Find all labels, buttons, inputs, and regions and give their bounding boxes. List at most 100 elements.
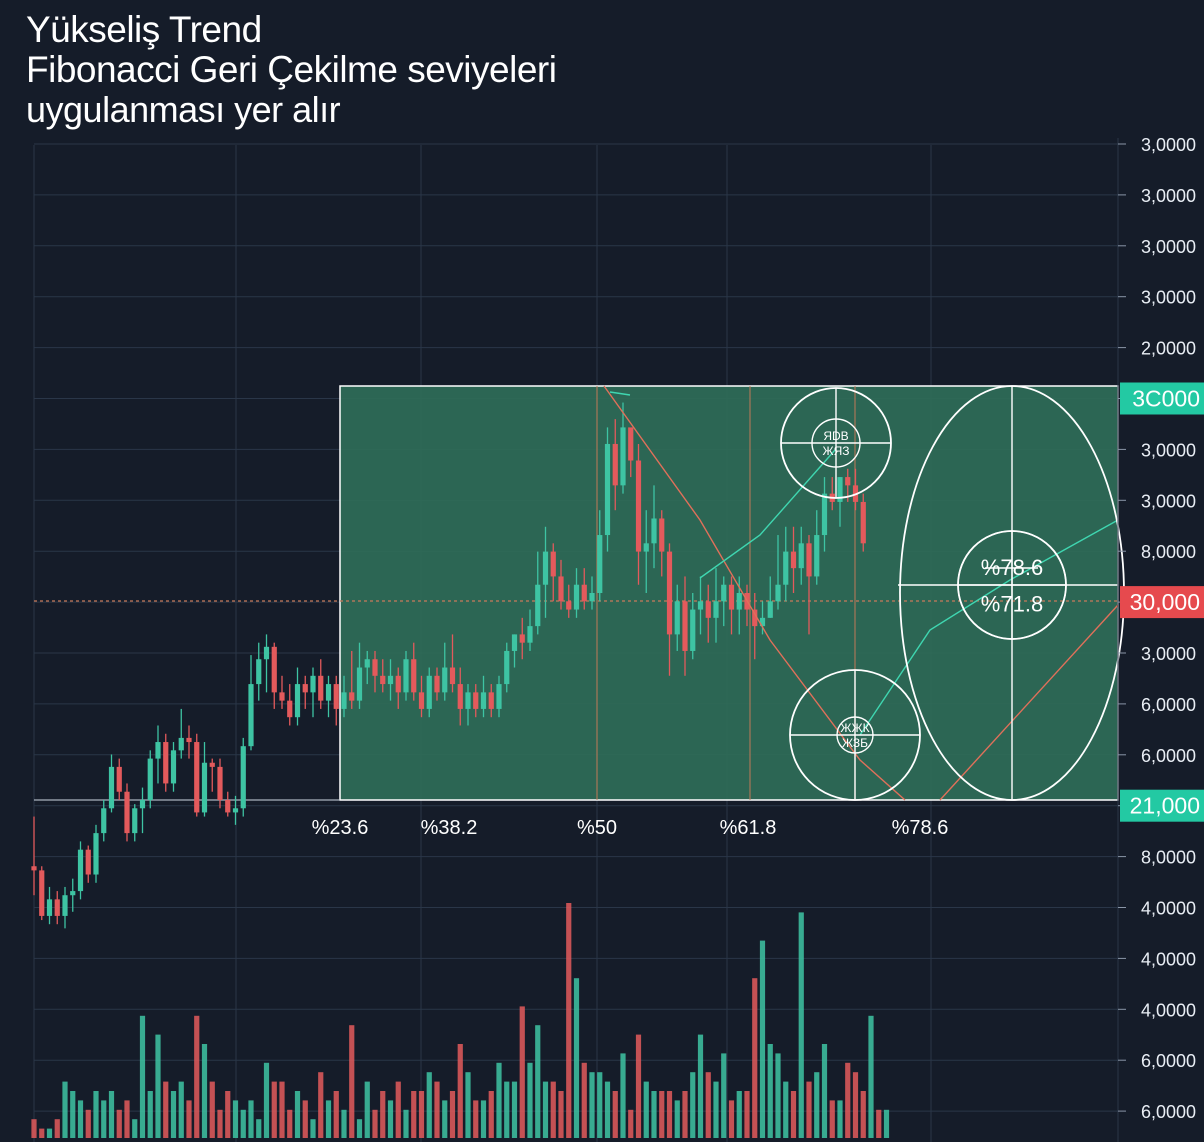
candle xyxy=(256,642,262,701)
candle xyxy=(806,535,812,635)
price-label-box xyxy=(1120,586,1204,619)
y-axis-tick-label: 3,0000 xyxy=(1141,186,1196,206)
volume-bar xyxy=(341,1109,347,1138)
candle-body xyxy=(480,692,487,709)
candle xyxy=(589,576,595,610)
volume-bar xyxy=(496,1062,502,1138)
annotation-label: ЖЗБ xyxy=(842,736,868,750)
candle-body xyxy=(302,684,308,693)
candle-body xyxy=(271,646,277,693)
volume-bar xyxy=(465,1072,471,1138)
candle xyxy=(535,551,541,635)
volume-bar xyxy=(790,1091,797,1138)
candle xyxy=(325,675,332,718)
trend-line-down xyxy=(603,385,906,801)
candle-body xyxy=(573,584,580,610)
candle-body xyxy=(209,762,215,767)
fib-level-labels: %23.6 %38.2 %50 %61.8 %78.6 xyxy=(312,817,949,839)
volume-bar xyxy=(690,1072,696,1138)
price-label-box xyxy=(1120,789,1204,822)
candle-body xyxy=(604,443,611,536)
candle-body xyxy=(403,659,409,693)
candle-body xyxy=(170,750,177,784)
candle-body xyxy=(395,675,401,693)
candle-body xyxy=(194,742,200,813)
annotation-label: ЖЖК xyxy=(840,721,869,735)
candle-body xyxy=(147,758,153,800)
volume-bar xyxy=(170,1091,177,1138)
candle xyxy=(682,576,688,676)
candle-body xyxy=(488,692,494,709)
volume-bar xyxy=(232,1100,239,1138)
volume-bar xyxy=(85,1109,91,1138)
candle-body xyxy=(108,766,115,809)
candle xyxy=(225,791,231,817)
candle xyxy=(604,427,611,552)
candle xyxy=(70,878,76,912)
candle-body xyxy=(550,551,556,577)
candle-body xyxy=(318,675,324,701)
candle-body xyxy=(566,601,572,610)
volume-bar xyxy=(728,1100,735,1138)
candle-body xyxy=(775,584,781,602)
candle xyxy=(790,526,797,593)
volume-bar xyxy=(837,1100,843,1138)
volume-bar xyxy=(403,1109,409,1138)
volume-bar xyxy=(287,1109,293,1138)
volume-bar xyxy=(651,1091,657,1138)
candle xyxy=(147,750,153,809)
candle xyxy=(411,642,417,701)
candle-body xyxy=(752,609,758,627)
volume-bar xyxy=(155,1034,161,1138)
volume-bar xyxy=(519,1006,525,1138)
volume-bar xyxy=(566,903,572,1138)
candle-body xyxy=(535,584,541,627)
candle-body xyxy=(372,659,378,676)
volume-bar xyxy=(612,1091,618,1138)
volume-bar xyxy=(395,1081,401,1138)
candle-body xyxy=(116,766,122,792)
volume-bar xyxy=(845,1062,851,1138)
candle-body xyxy=(77,849,84,892)
fib-level-label: %61.8 xyxy=(720,817,777,839)
volume-bar xyxy=(139,1015,146,1138)
candle-body xyxy=(612,443,618,486)
candle-body xyxy=(798,543,804,569)
candle xyxy=(488,684,494,718)
volume-bar xyxy=(620,1053,626,1138)
price-label: 30,000 xyxy=(1130,589,1200,615)
candle-body xyxy=(496,684,502,709)
candle xyxy=(442,642,448,701)
volume-bar xyxy=(821,1044,828,1138)
candle xyxy=(690,593,696,660)
volume-bar xyxy=(263,1062,270,1138)
candle xyxy=(116,758,122,800)
candle xyxy=(542,526,549,618)
candle xyxy=(310,667,316,718)
candle xyxy=(217,758,223,809)
candle xyxy=(318,659,324,709)
candle-body xyxy=(860,501,866,544)
candle-body xyxy=(263,646,270,660)
volume-bar xyxy=(124,1100,130,1138)
candle xyxy=(356,642,363,709)
volume-bar xyxy=(775,1053,781,1138)
candle-body xyxy=(465,692,471,709)
candle-body xyxy=(62,895,68,916)
y-axis-tick-label: 3,0000 xyxy=(1141,237,1196,257)
candle-body xyxy=(287,700,293,718)
candle xyxy=(783,526,789,602)
volume-bar xyxy=(573,978,580,1138)
trend-line-right xyxy=(939,604,1119,801)
title-line-2: Fibonacci Geri Çekilme seviyeleri xyxy=(26,49,557,90)
volume-bar xyxy=(279,1081,285,1138)
candle xyxy=(659,510,665,577)
candle-body xyxy=(705,601,711,618)
trend-lines xyxy=(603,385,1119,801)
candle-body xyxy=(101,808,107,834)
candle-body xyxy=(54,899,60,916)
candle-body xyxy=(333,684,339,709)
candle-body xyxy=(767,601,773,618)
y-axis-tick-label: 2,0000 xyxy=(1141,339,1196,359)
